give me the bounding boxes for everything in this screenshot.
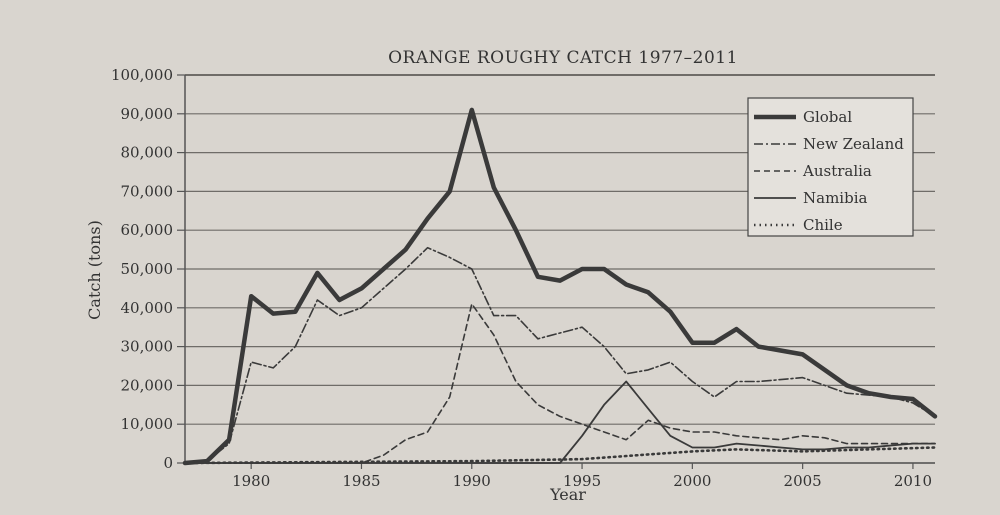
x-tick-label: 2000 [673,472,711,490]
y-tick-label: 20,000 [121,376,174,394]
x-tick-label: 2010 [894,472,932,490]
y-tick-label: 100,000 [111,66,173,84]
chart-title: ORANGE ROUGHY CATCH 1977–2011 [388,48,738,68]
y-tick-label: 30,000 [121,338,174,356]
y-tick-label: 60,000 [121,221,174,239]
x-tick-label: 1985 [342,472,380,490]
y-tick-label: 50,000 [121,260,174,278]
legend-label: Global [803,108,852,126]
legend-label: Australia [802,162,872,180]
x-tick-label: 1995 [563,472,601,490]
x-tick-label: 1980 [232,472,270,490]
y-tick-label: 90,000 [121,105,174,123]
y-tick-label: 80,000 [121,144,174,162]
legend-label: New Zealand [803,135,904,153]
x-tick-label: 2005 [784,472,822,490]
x-tick-label: 1990 [453,472,491,490]
y-axis-ticks: 0 10,000 20,000 30,000 40,000 50,000 60,000 70,… [111,66,173,472]
x-axis-label: Year [549,485,586,504]
y-tick-label: 70,000 [121,182,174,200]
y-tick-label: 10,000 [121,415,174,433]
series-line-global [182,107,938,466]
series-line-chile [183,446,937,465]
legend-label: Namibia [803,189,867,207]
series-line-new-zealand [184,246,936,464]
legend-box [747,97,914,237]
series-line-australia [184,303,936,464]
y-tick-label: 0 [163,454,173,472]
legend-label: Chile [803,216,843,234]
y-tick-label: 40,000 [121,299,174,317]
y-axis-label: Catch (tons) [85,220,104,320]
series-line-namibia [184,380,936,464]
legend: Global New Zealand Australia Namibia Chile [747,97,914,237]
x-axis-ticks: 1980 1985 1990 1995 2000 2005 2010 [232,463,932,490]
series-layer [182,107,938,466]
